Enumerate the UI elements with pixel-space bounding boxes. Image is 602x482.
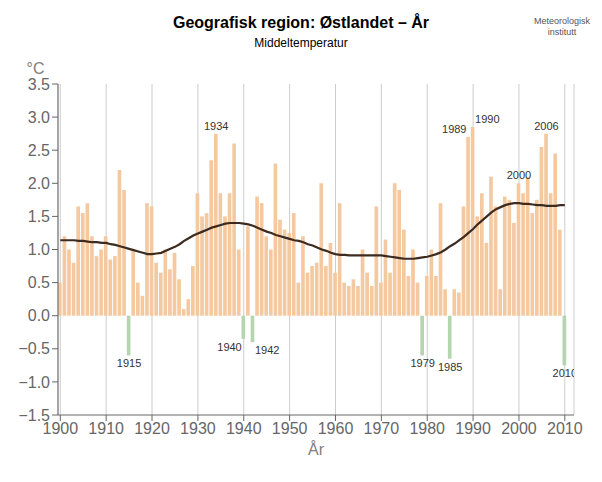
svg-text:1940: 1940 [226,420,262,437]
svg-text:−1.5: −1.5 [18,407,50,424]
html-text:Middeltemperatur: Middeltemperatur [254,36,348,50]
svg-text:2006: 2006 [534,120,558,132]
html-text:institutt: institutt [547,27,577,37]
html-text:Geografisk region: Østlandet –: Geografisk region: Østlandet – År [173,14,429,31]
svg-text:1915: 1915 [117,357,141,369]
svg-text:0.0: 0.0 [28,307,50,324]
svg-text:2010: 2010 [553,367,574,379]
svg-text:2000: 2000 [501,420,537,437]
svg-text:1934: 1934 [204,120,228,132]
svg-text:1970: 1970 [364,420,400,437]
svg-text:1950: 1950 [272,420,308,437]
svg-text:1989: 1989 [442,123,466,135]
svg-text:1990: 1990 [475,113,499,125]
svg-text:1.0: 1.0 [28,241,50,258]
svg-text:0.5: 0.5 [28,274,50,291]
svg-text:2000: 2000 [507,169,531,181]
svg-text:3.0: 3.0 [28,109,50,126]
svg-text:1942: 1942 [255,344,279,356]
svg-text:1985: 1985 [438,361,462,373]
svg-text:1990: 1990 [455,420,491,437]
svg-text:1940: 1940 [217,341,241,353]
svg-text:−0.5: −0.5 [18,340,50,357]
svg-text:2.5: 2.5 [28,142,50,159]
html-text:Meteorologisk: Meteorologisk [534,16,590,26]
svg-text:−1.0: −1.0 [18,374,50,391]
svg-text:2010: 2010 [547,420,583,437]
svg-text:1.5: 1.5 [28,208,50,225]
svg-text:1979: 1979 [410,357,434,369]
svg-text:1910: 1910 [88,420,124,437]
svg-text:3.5: 3.5 [28,76,50,93]
svg-text:1920: 1920 [134,420,170,437]
svg-text:°C: °C [27,60,45,77]
svg-text:1930: 1930 [180,420,216,437]
svg-text:1900: 1900 [42,420,79,438]
svg-text:2.0: 2.0 [28,175,50,192]
svg-text:År: År [308,440,325,458]
svg-text:1960: 1960 [318,420,354,437]
svg-text:1980: 1980 [409,420,445,437]
